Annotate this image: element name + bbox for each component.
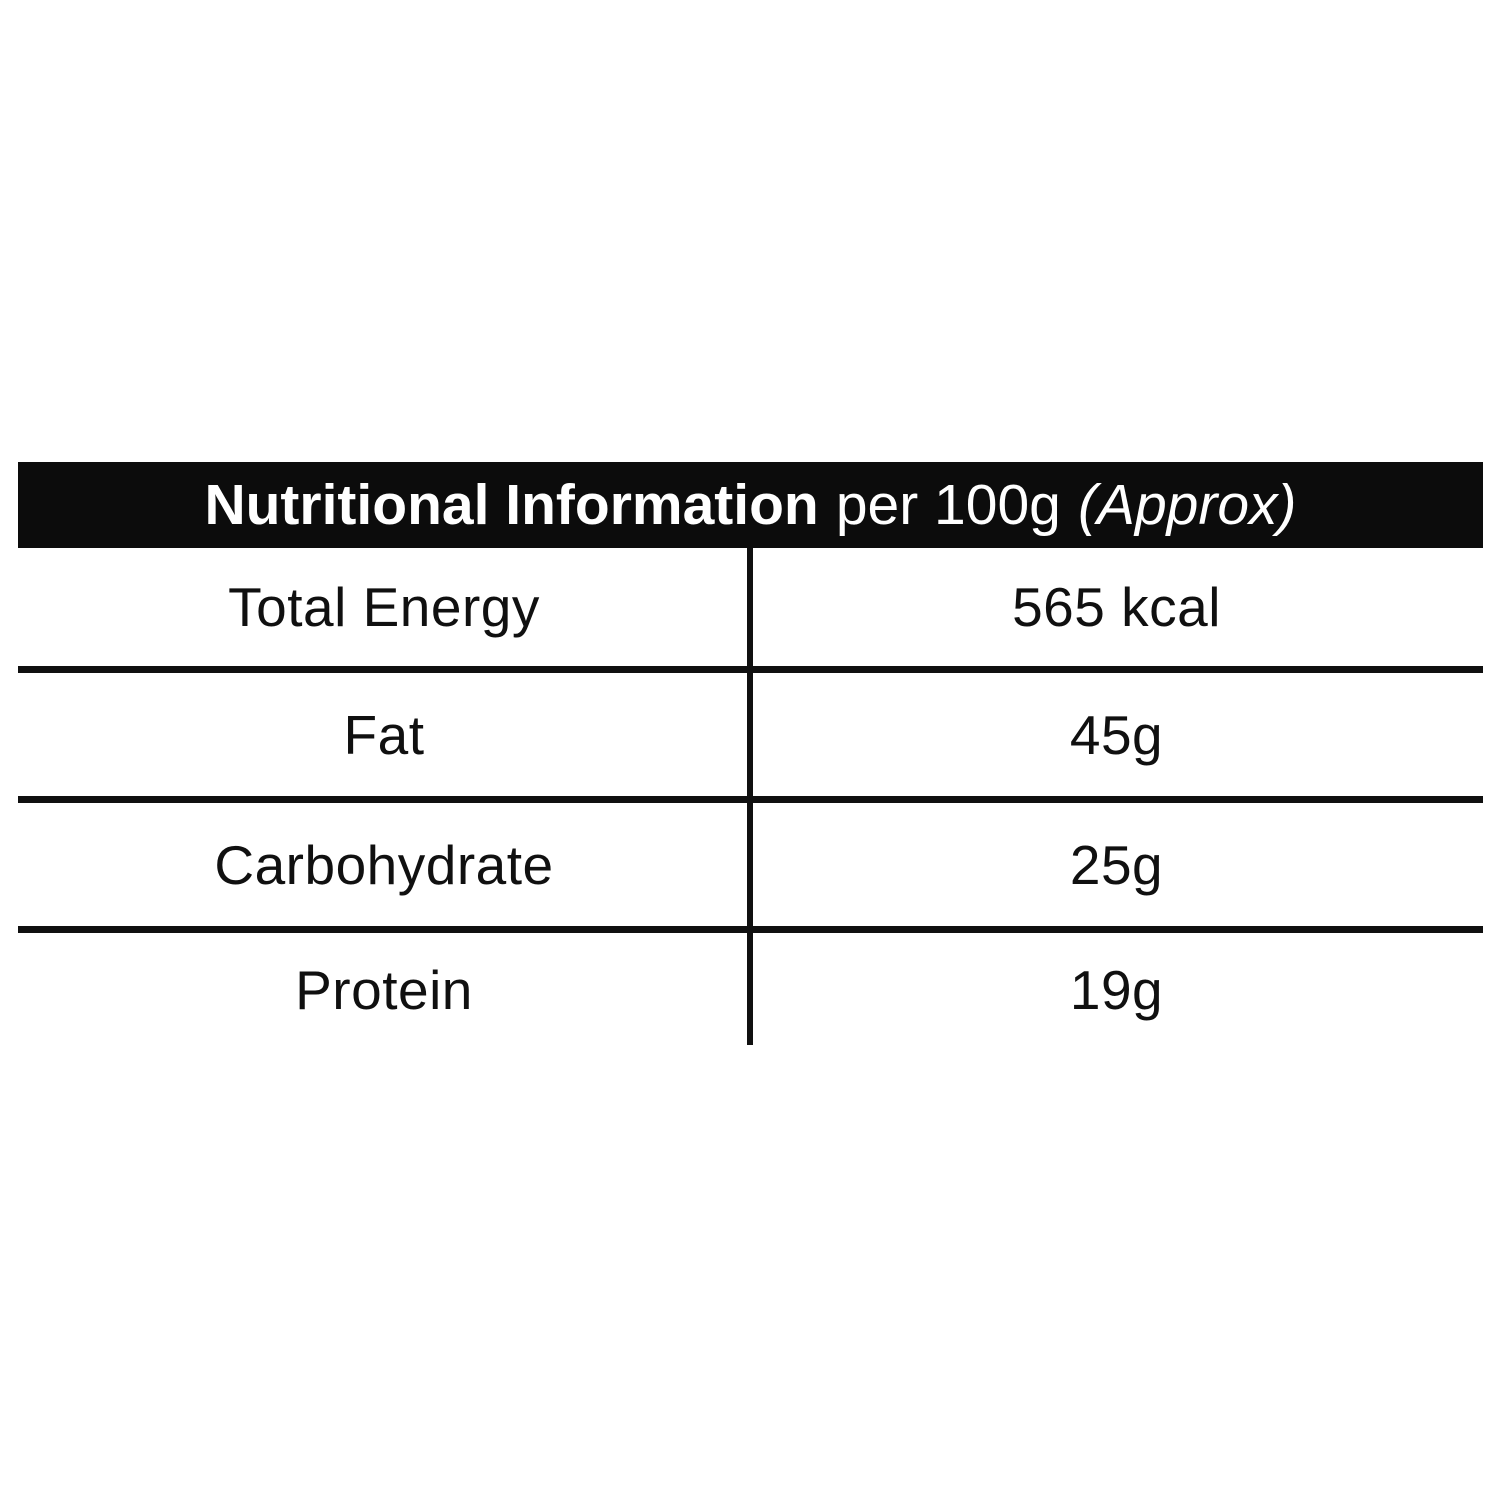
header-title-bold: Nutritional Information [204,473,819,537]
nutrient-name: Protein [295,958,473,1021]
nutrient-name: Total Energy [228,576,540,638]
nutrient-value: 45g [1069,703,1164,766]
nutrition-panel: Nutritional Information per 100g (Approx… [18,462,1483,1046]
column-divider-line [747,548,753,1045]
header-bar: Nutritional Information per 100g (Approx… [18,462,1483,548]
table-row: Protein 19g [18,933,1483,1046]
header-title-approx: (Approx) [1077,473,1297,537]
nutrient-name: Carbohydrate [214,833,554,896]
nutrition-table: Total Energy 565 kcal Fat 45g Carbohydra… [18,548,1483,1046]
nutrient-name: Fat [343,703,425,766]
header-title-serving: per 100g [835,473,1061,537]
nutrient-value: 565 kcal [1012,576,1221,638]
nutrient-value: 19g [1069,958,1164,1021]
nutrient-value: 25g [1069,833,1164,896]
